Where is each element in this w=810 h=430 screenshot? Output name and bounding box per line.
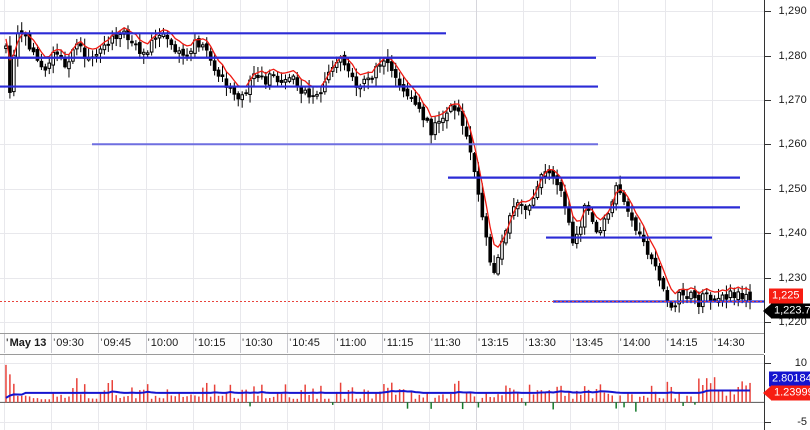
time-gridline	[240, 0, 241, 333]
time-tick-label: 14:00	[620, 337, 651, 349]
time-gridline	[712, 355, 713, 430]
time-gridline	[523, 0, 525, 333]
time-tick-label: 10:15	[195, 337, 226, 349]
price-tick-label: 1,260	[778, 138, 807, 151]
time-tick-mark	[192, 334, 194, 353]
time-tick-label: 09:30	[53, 337, 84, 349]
price-badge-high: 1,225	[769, 288, 803, 304]
time-gridline	[4, 355, 5, 430]
price-tick-label: 1,240	[778, 227, 807, 240]
time-tick-mark	[476, 334, 477, 353]
time-tick-label: 13:30	[525, 337, 556, 349]
time-tick-label: May 13	[6, 337, 47, 349]
price-tick-mark	[765, 188, 771, 190]
price-axis[interactable]: 1,290 1,280 1,270 1,260 1,250 1,240 1,230 1,220…	[763, 0, 810, 353]
price-tick-label: 1,280	[778, 49, 807, 62]
time-tick-label: 13:45	[572, 337, 604, 349]
time-tick-mark	[428, 334, 430, 353]
price-plot	[0, 22, 764, 315]
time-gridline	[570, 0, 572, 333]
price-tick-mark	[765, 55, 771, 57]
time-gridline	[617, 0, 619, 333]
volume-last-arrow-icon	[763, 386, 771, 400]
time-gridline	[145, 0, 147, 333]
time-gridline	[381, 0, 383, 333]
time-tick-mark	[570, 334, 572, 353]
time-tick-mark	[240, 334, 241, 353]
time-tick-mark	[334, 334, 336, 353]
volume-badge-average: 2.80184	[769, 371, 810, 387]
time-gridline	[192, 0, 194, 333]
time-tick-mark	[51, 334, 53, 353]
time-gridline	[334, 0, 336, 333]
volume-plot	[0, 364, 764, 412]
time-axis[interactable]: May 13 09:30 09:45 10:00 10:15 10:30 10:45 11:0…	[0, 333, 764, 355]
time-tick-label: 14:30	[714, 337, 745, 349]
price-tick-mark	[765, 321, 771, 323]
time-tick-label: 11:15	[384, 337, 414, 349]
last-price-arrow-icon	[763, 304, 771, 318]
time-tick-mark	[4, 334, 5, 353]
time-tick-mark	[712, 334, 713, 353]
time-gridline	[712, 0, 713, 333]
price-tick-label: 1,270	[778, 93, 807, 106]
time-tick-mark	[287, 334, 289, 353]
time-tick-label: 10:45	[289, 337, 320, 349]
time-gridline	[476, 0, 477, 333]
volume-tick-mark	[765, 422, 771, 424]
time-tick-label: 10:30	[242, 337, 273, 349]
time-tick-mark	[145, 334, 147, 353]
volume-tick-label: -5	[797, 416, 807, 429]
time-gridline	[287, 0, 289, 333]
volume-gridline	[0, 422, 764, 424]
price-chart-panel[interactable]	[0, 0, 764, 333]
volume-bar-series	[5, 364, 751, 412]
price-tick-mark	[765, 11, 771, 13]
price-tick-label: 1,250	[778, 182, 807, 195]
volume-tick-label: 10	[794, 356, 807, 369]
price-tick-label: 1,290	[778, 5, 807, 18]
time-gridline	[664, 0, 666, 333]
time-tick-label: 13:15	[478, 337, 509, 349]
time-tick-mark	[98, 334, 100, 353]
time-gridline	[428, 0, 430, 333]
volume-gridline	[0, 362, 764, 364]
candlestick-series	[4, 22, 752, 315]
price-tick-mark	[765, 233, 771, 235]
time-tick-label: 14:15	[667, 337, 698, 349]
time-tick-label: 09:45	[100, 337, 132, 349]
volume-average-line	[5, 389, 751, 399]
price-badge-last: 1,223.76	[771, 303, 810, 319]
time-tick-mark	[523, 334, 525, 353]
price-tick-label: 1,220	[778, 315, 807, 328]
time-gridline	[4, 0, 5, 333]
time-tick-mark	[617, 334, 619, 353]
time-tick-label: 11:30	[431, 337, 461, 349]
volume-axis[interactable]: 10 -5 2.80184 1.23999	[763, 355, 810, 430]
price-overlay-line	[5, 27, 751, 295]
price-tick-mark	[765, 277, 771, 279]
time-tick-label: 10:00	[148, 337, 179, 349]
price-tick-mark	[765, 144, 771, 146]
time-gridline	[98, 0, 100, 333]
volume-tick-mark	[765, 362, 771, 364]
time-tick-label: 11:00	[336, 337, 367, 349]
time-gridline	[51, 0, 53, 333]
price-tick-mark	[765, 99, 771, 101]
support-resistance-lines	[0, 32, 764, 303]
volume-chart-panel[interactable]	[0, 355, 764, 430]
price-tick-label: 1,230	[778, 271, 807, 284]
volume-badge-last: 1.23999	[771, 385, 810, 401]
time-tick-mark	[664, 334, 666, 353]
time-tick-mark	[381, 334, 383, 353]
